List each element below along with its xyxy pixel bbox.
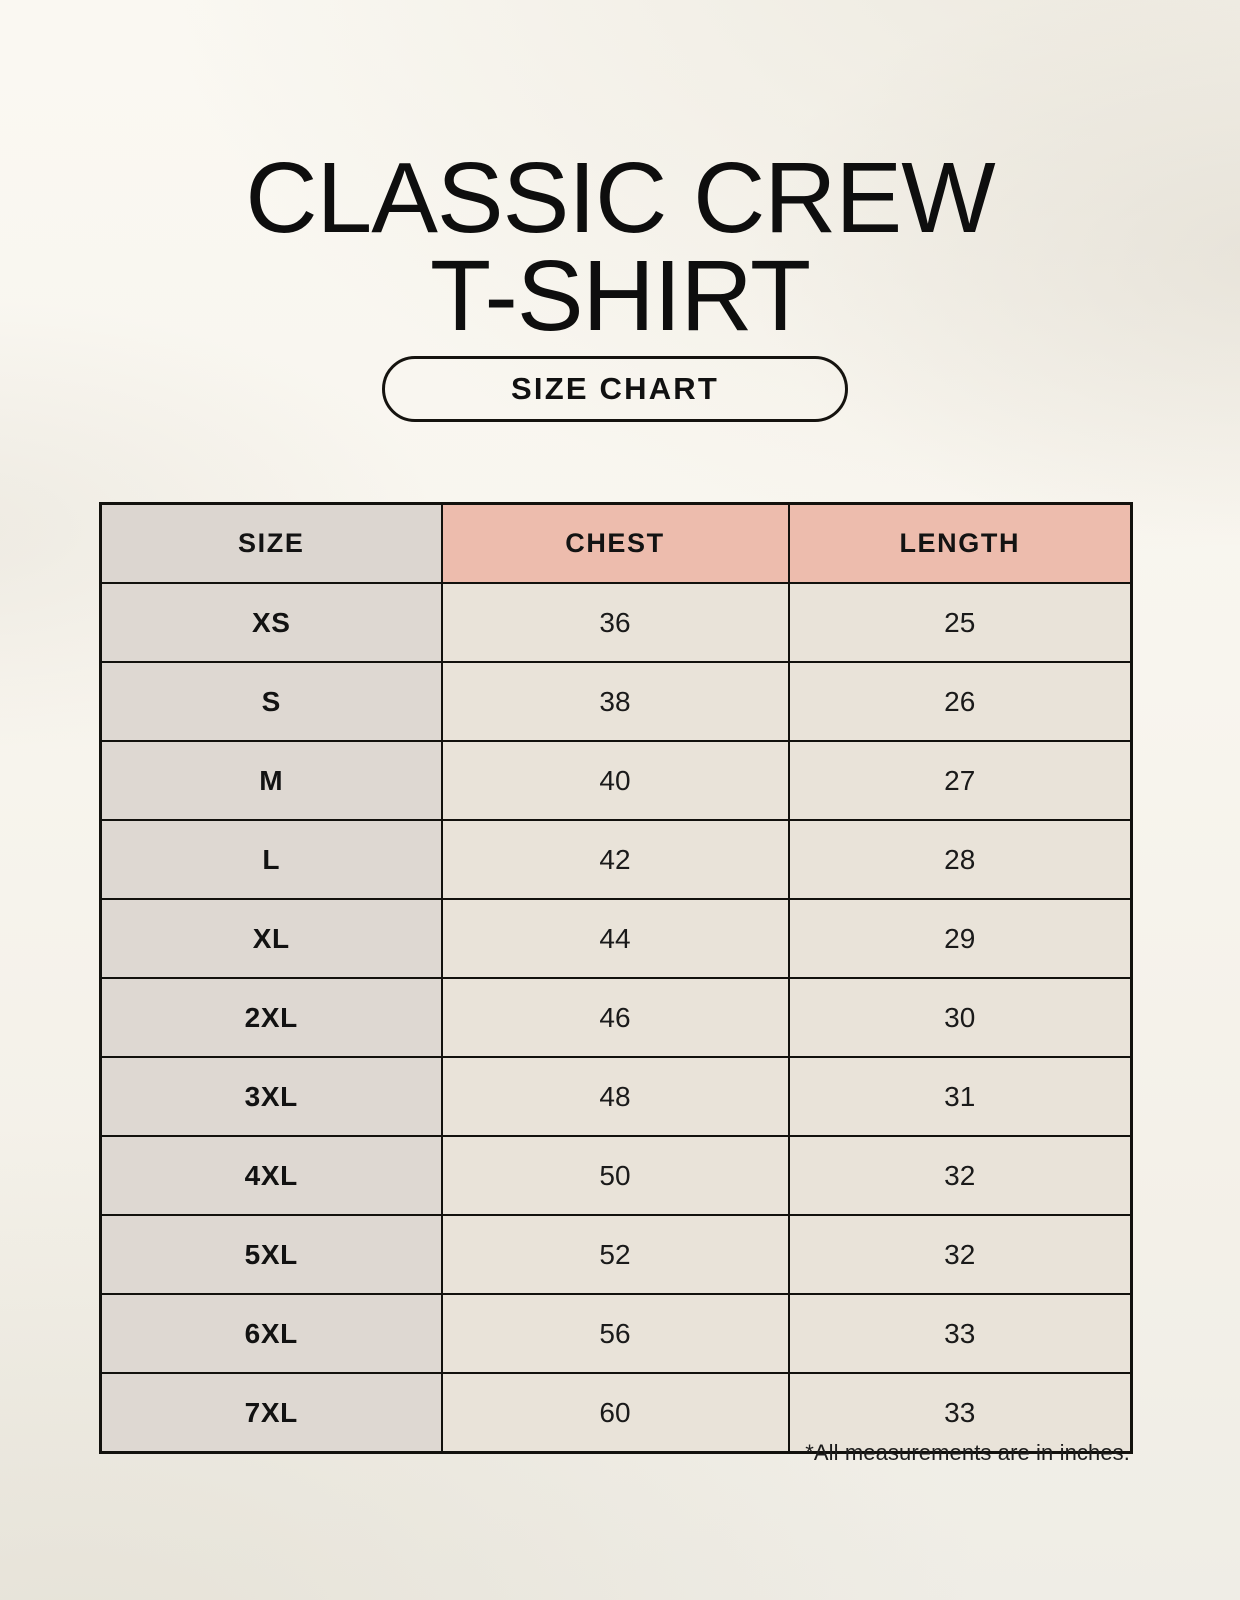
cell-size: S xyxy=(99,661,443,742)
cell-length: 33 xyxy=(787,1293,1133,1374)
size-label: L xyxy=(262,843,281,875)
table-row: 3XL 48 31 xyxy=(99,1056,1133,1137)
size-chart-badge: SIZE CHART xyxy=(382,356,848,422)
cell-size: M xyxy=(99,740,443,821)
chest-value: 36 xyxy=(599,606,631,638)
cell-chest: 42 xyxy=(440,819,790,900)
table-row: 6XL 56 33 xyxy=(99,1293,1133,1374)
cell-size: XS xyxy=(99,582,443,663)
cell-chest: 44 xyxy=(440,898,790,979)
table-header-row: SIZE CHEST LENGTH xyxy=(99,502,1133,584)
column-header-size: SIZE xyxy=(99,502,443,584)
cell-size: 4XL xyxy=(99,1135,443,1216)
length-value: 26 xyxy=(944,685,976,717)
length-value: 25 xyxy=(944,606,976,638)
length-value: 31 xyxy=(944,1080,976,1112)
chest-value: 50 xyxy=(599,1159,631,1191)
cell-size: 7XL xyxy=(99,1372,443,1454)
size-label: M xyxy=(259,764,284,796)
column-header-length-label: LENGTH xyxy=(899,528,1021,558)
chest-value: 38 xyxy=(599,685,631,717)
cell-length: 26 xyxy=(787,661,1133,742)
size-label: 7XL xyxy=(244,1396,298,1428)
size-label: XL xyxy=(252,922,290,954)
size-table-container: SIZE CHEST LENGTH XS 36 25 S xyxy=(99,502,1133,1454)
size-label: 3XL xyxy=(244,1080,298,1112)
cell-length: 32 xyxy=(787,1214,1133,1295)
size-table-header: SIZE CHEST LENGTH xyxy=(99,502,1133,584)
table-row: XL 44 29 xyxy=(99,898,1133,979)
size-label: 6XL xyxy=(244,1317,298,1349)
chest-value: 56 xyxy=(599,1317,631,1349)
cell-length: 27 xyxy=(787,740,1133,821)
chest-value: 42 xyxy=(599,843,631,875)
chest-value: 52 xyxy=(599,1238,631,1270)
table-row: L 42 28 xyxy=(99,819,1133,900)
measurement-footnote: *All measurements are in inches. xyxy=(805,1440,1130,1465)
chest-value: 46 xyxy=(599,1001,631,1033)
column-header-chest: CHEST xyxy=(440,502,790,584)
table-row: 5XL 52 32 xyxy=(99,1214,1133,1295)
length-value: 33 xyxy=(944,1396,976,1428)
cell-length: 28 xyxy=(787,819,1133,900)
cell-length: 32 xyxy=(787,1135,1133,1216)
chest-value: 48 xyxy=(599,1080,631,1112)
length-value: 27 xyxy=(944,764,976,796)
cell-length: 29 xyxy=(787,898,1133,979)
table-row: M 40 27 xyxy=(99,740,1133,821)
chest-value: 40 xyxy=(599,764,631,796)
cell-chest: 40 xyxy=(440,740,790,821)
cell-chest: 36 xyxy=(440,582,790,663)
length-value: 33 xyxy=(944,1317,976,1349)
length-value: 30 xyxy=(944,1001,976,1033)
cell-chest: 60 xyxy=(440,1372,790,1454)
table-row: 2XL 46 30 xyxy=(99,977,1133,1058)
size-chart-badge-label: SIZE CHART xyxy=(511,371,719,406)
cell-chest: 46 xyxy=(440,977,790,1058)
chest-value: 60 xyxy=(599,1396,631,1428)
size-label: XS xyxy=(251,606,291,638)
table-row: S 38 26 xyxy=(99,661,1133,742)
length-value: 32 xyxy=(944,1159,976,1191)
cell-size: 2XL xyxy=(99,977,443,1058)
size-label: 5XL xyxy=(244,1238,298,1270)
cell-chest: 52 xyxy=(440,1214,790,1295)
size-label: 4XL xyxy=(244,1159,298,1191)
size-table-body: XS 36 25 S 38 26 M 40 27 L 42 28 xyxy=(99,582,1133,1454)
size-table: SIZE CHEST LENGTH XS 36 25 S xyxy=(99,502,1133,1454)
cell-size: 6XL xyxy=(99,1293,443,1374)
cell-chest: 50 xyxy=(440,1135,790,1216)
chest-value: 44 xyxy=(599,922,631,954)
page-title: CLASSIC CREW T-SHIRT xyxy=(245,142,995,352)
cell-chest: 48 xyxy=(440,1056,790,1137)
cell-length: 31 xyxy=(787,1056,1133,1137)
column-header-chest-label: CHEST xyxy=(565,528,665,558)
length-value: 28 xyxy=(944,843,976,875)
cell-length: 25 xyxy=(787,582,1133,663)
cell-length: 33 xyxy=(787,1372,1133,1454)
cell-size: 5XL xyxy=(99,1214,443,1295)
cell-length: 30 xyxy=(787,977,1133,1058)
cell-size: 3XL xyxy=(99,1056,443,1137)
column-header-size-label: SIZE xyxy=(238,528,305,558)
size-label: S xyxy=(261,685,281,717)
table-row: 7XL 60 33 xyxy=(99,1372,1133,1454)
column-header-length: LENGTH xyxy=(787,502,1133,584)
cell-chest: 38 xyxy=(440,661,790,742)
cell-size: L xyxy=(99,819,443,900)
length-value: 29 xyxy=(944,922,976,954)
cell-chest: 56 xyxy=(440,1293,790,1374)
table-row: XS 36 25 xyxy=(99,582,1133,663)
cell-size: XL xyxy=(99,898,443,979)
size-label: 2XL xyxy=(244,1001,298,1033)
table-row: 4XL 50 32 xyxy=(99,1135,1133,1216)
length-value: 32 xyxy=(944,1238,976,1270)
